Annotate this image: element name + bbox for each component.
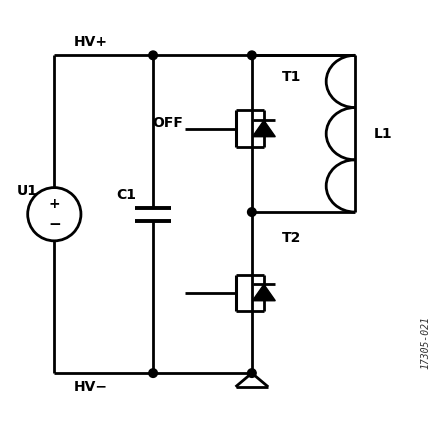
Circle shape [247, 208, 256, 216]
Text: L1: L1 [373, 127, 392, 141]
Circle shape [247, 51, 256, 59]
Circle shape [148, 51, 157, 59]
Circle shape [148, 369, 157, 378]
Text: HV−: HV− [73, 380, 107, 394]
Text: C1: C1 [116, 188, 136, 202]
Text: HV+: HV+ [73, 35, 107, 49]
Text: T2: T2 [281, 231, 301, 245]
Text: −: − [48, 218, 61, 232]
Polygon shape [252, 120, 275, 137]
Text: +: + [48, 198, 60, 212]
Polygon shape [252, 284, 275, 301]
Text: 17305-021: 17305-021 [420, 316, 430, 369]
Text: U1: U1 [17, 184, 38, 198]
Text: T1: T1 [281, 70, 301, 84]
Text: OFF: OFF [152, 116, 183, 130]
Circle shape [247, 369, 256, 378]
